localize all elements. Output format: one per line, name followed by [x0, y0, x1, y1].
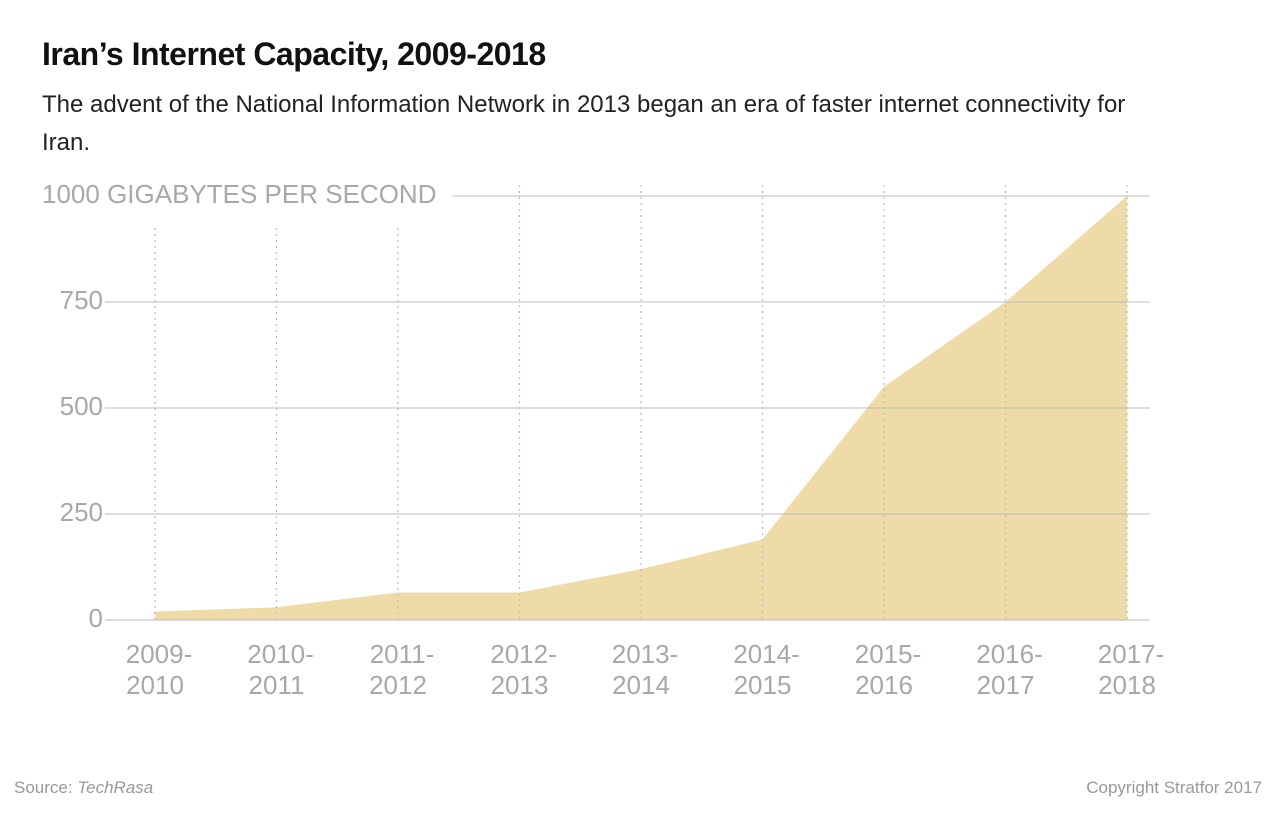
x-tick-label: 2009-2010 [126, 639, 193, 700]
x-tick-label: 2015-2016 [855, 639, 922, 700]
x-tick-label: 2014-2015 [733, 639, 800, 700]
source: Source: TechRasa [14, 778, 153, 798]
x-tick-label: 2017-2018 [1098, 639, 1165, 700]
source-label: Source: [14, 778, 73, 797]
x-tick-label: 2013-2014 [612, 639, 679, 700]
y-tick-label: 1000 GIGABYTES PER SECOND [42, 179, 436, 209]
chart-title: Iran’s Internet Capacity, 2009-2018 [42, 36, 546, 72]
x-tick-label: 2012-2013 [490, 639, 557, 700]
y-tick-label: 0 [89, 603, 103, 633]
chart-subtitle: The advent of the National Information N… [42, 91, 1126, 156]
x-tick-label: 2011-2012 [369, 639, 434, 700]
y-tick-label: 500 [60, 391, 103, 421]
source-name: TechRasa [77, 778, 154, 797]
copyright: Copyright Stratfor 2017 [1086, 778, 1262, 797]
x-tick-label: 2016-2017 [976, 639, 1043, 700]
x-tick-label: 2010-2011 [247, 639, 314, 700]
y-tick-label: 750 [60, 285, 103, 315]
y-tick-label: 250 [60, 497, 103, 527]
